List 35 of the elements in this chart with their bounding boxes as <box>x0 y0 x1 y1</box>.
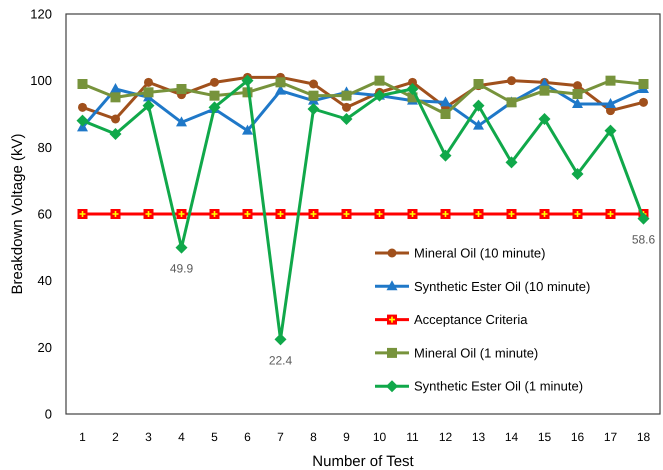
x-tick-label: 10 <box>372 430 386 444</box>
y-tick-label: 60 <box>38 206 52 222</box>
y-tick-label: 80 <box>38 140 52 155</box>
x-tick-label: 14 <box>504 430 518 444</box>
x-tick-label: 12 <box>438 430 452 444</box>
x-tick-label: 16 <box>570 430 584 444</box>
y-tick-label: 40 <box>38 273 52 288</box>
legend-label: Synthetic Ester Oil (10 minute) <box>414 278 590 294</box>
x-tick-label: 18 <box>636 430 650 444</box>
legend-label: Mineral Oil (10 minute) <box>414 246 546 260</box>
x-tick-label: 6 <box>244 430 252 444</box>
x-tick-label: 7 <box>277 430 284 444</box>
x-tick-label: 4 <box>178 430 186 444</box>
x-axis-title: Number of Test <box>312 453 415 470</box>
data-label: 22.4 <box>268 353 292 368</box>
x-tick-label: 15 <box>538 430 552 444</box>
x-tick-label: 5 <box>211 430 218 444</box>
x-tick-label: 3 <box>145 430 152 444</box>
y-axis-title: Breakdown Voltage (kV) <box>9 134 26 294</box>
y-tick-label: 0 <box>44 406 52 422</box>
data-label: 49.9 <box>170 262 194 276</box>
legend-label: Acceptance Criteria <box>414 312 528 328</box>
x-tick-label: 13 <box>472 430 486 444</box>
y-tick-label: 100 <box>30 73 52 88</box>
legend-label: Mineral Oil (1 minute) <box>414 345 538 360</box>
x-tick-label: 1 <box>79 430 86 444</box>
x-tick-label: 17 <box>604 430 618 444</box>
x-tick-label: 11 <box>406 430 420 444</box>
x-tick-label: 9 <box>343 430 350 444</box>
x-tick-label: 8 <box>310 430 318 444</box>
y-tick-label: 120 <box>30 6 52 22</box>
data-label: 58.6 <box>632 232 656 247</box>
x-tick-label: 2 <box>112 430 120 444</box>
legend-label: Synthetic Ester Oil (1 minute) <box>414 378 584 394</box>
y-tick-label: 20 <box>38 340 52 355</box>
